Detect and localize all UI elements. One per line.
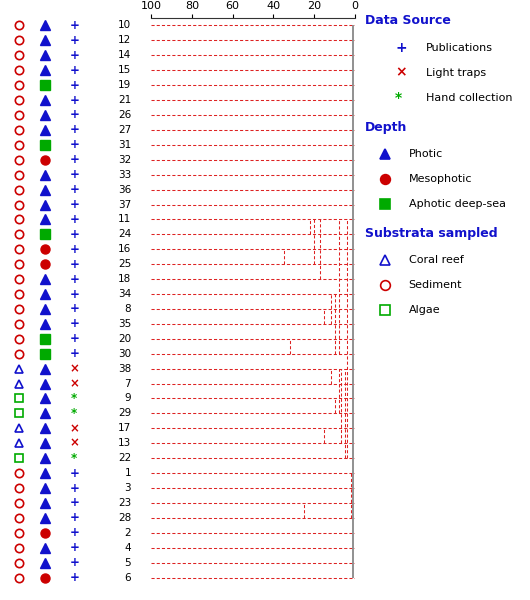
Text: 19: 19 [118,80,131,90]
Text: *: * [71,407,77,420]
Text: +: + [69,79,79,92]
Text: 3: 3 [125,483,131,493]
Text: *: * [395,91,402,105]
Text: 27: 27 [118,125,131,135]
Text: 17: 17 [118,424,131,433]
Text: +: + [69,213,79,226]
Text: ×: × [69,437,79,450]
Text: +: + [69,94,79,107]
Text: 21: 21 [118,95,131,105]
Text: 1: 1 [125,468,131,478]
Text: +: + [69,257,79,271]
Text: 35: 35 [118,319,131,329]
Text: 33: 33 [118,170,131,179]
Text: *: * [71,452,77,464]
Text: +: + [69,347,79,360]
Text: 22: 22 [118,453,131,463]
Text: 14: 14 [118,50,131,61]
Text: +: + [69,228,79,241]
Text: 12: 12 [118,35,131,46]
Text: 34: 34 [118,289,131,299]
Text: +: + [69,571,79,584]
Text: ×: × [69,377,79,390]
Text: +: + [69,109,79,121]
Text: 13: 13 [118,438,131,448]
Text: +: + [69,198,79,211]
Text: 9: 9 [125,394,131,403]
Text: Sediment: Sediment [409,280,462,290]
Text: +: + [69,541,79,554]
Text: 8: 8 [125,304,131,314]
Text: +: + [69,49,79,62]
Text: 30: 30 [118,349,131,359]
Text: Light traps: Light traps [426,68,485,77]
Text: 28: 28 [118,513,131,523]
Text: 7: 7 [125,379,131,389]
Text: ×: × [69,362,79,375]
Text: Hand collection: Hand collection [426,93,512,103]
Text: 36: 36 [118,185,131,194]
Text: +: + [395,41,407,55]
Text: *: * [71,392,77,405]
Text: +: + [69,482,79,494]
Text: 24: 24 [118,229,131,239]
Text: +: + [69,139,79,151]
Text: 4: 4 [125,542,131,553]
Text: Coral reef: Coral reef [409,255,463,265]
Text: Publications: Publications [426,43,492,53]
Text: Mesophotic: Mesophotic [409,174,472,184]
Text: Aphotic deep-sea: Aphotic deep-sea [409,199,506,209]
Text: Algae: Algae [409,305,440,315]
Text: +: + [69,272,79,286]
Text: Depth: Depth [365,121,407,134]
Text: 29: 29 [118,409,131,418]
Text: +: + [69,526,79,539]
Text: 18: 18 [118,274,131,284]
Text: Data Source: Data Source [365,14,450,28]
Text: 5: 5 [125,557,131,568]
Text: +: + [69,317,79,331]
Text: 38: 38 [118,364,131,374]
Text: 26: 26 [118,110,131,120]
Text: 23: 23 [118,498,131,508]
Text: +: + [69,287,79,301]
Text: 6: 6 [125,572,131,583]
Text: 32: 32 [118,155,131,165]
Text: +: + [69,124,79,136]
Text: 37: 37 [118,200,131,209]
Text: +: + [69,332,79,346]
Text: +: + [69,168,79,181]
Text: +: + [69,467,79,479]
Text: +: + [69,511,79,524]
Text: +: + [69,153,79,166]
Text: +: + [69,19,79,32]
Text: 31: 31 [118,140,131,150]
Text: Substrata sampled: Substrata sampled [365,227,497,240]
Text: +: + [69,64,79,77]
Text: ×: × [69,422,79,435]
Text: 25: 25 [118,259,131,269]
Text: ×: × [395,65,407,80]
Text: +: + [69,302,79,316]
Text: Photic: Photic [409,149,443,159]
Text: 16: 16 [118,244,131,254]
Text: +: + [69,496,79,509]
Text: 20: 20 [118,334,131,344]
Text: +: + [69,243,79,256]
Text: 15: 15 [118,65,131,75]
Text: +: + [69,183,79,196]
Text: 2: 2 [125,528,131,538]
Text: 10: 10 [118,20,131,31]
Text: +: + [69,556,79,569]
Text: +: + [69,34,79,47]
Text: 11: 11 [118,214,131,224]
